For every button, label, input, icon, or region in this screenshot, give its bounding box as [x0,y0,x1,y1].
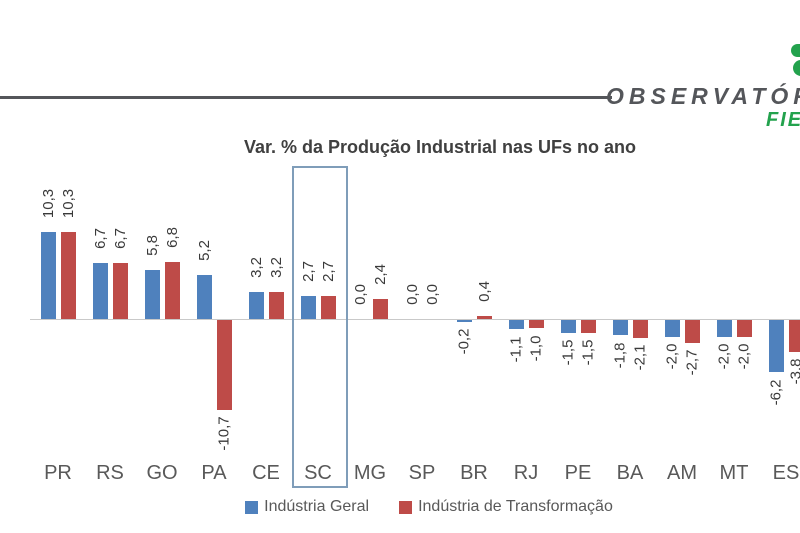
value-label-transformacao-PA: -10,7 [215,416,233,451]
x-axis-zero-line [30,319,800,320]
x-axis-label-SP: SP [408,462,436,484]
value-label-geral-RJ: -1,1 [507,336,525,363]
header-divider-line [0,96,612,99]
value-label-transformacao-AM: -2,7 [683,349,701,376]
x-axis-label-AM: AM [667,462,697,484]
value-label-geral-BR: -0,2 [455,328,473,355]
fiesc-logo-text: FIESC [766,109,800,131]
highlight-box-SC [292,166,348,488]
bar-geral-RJ [508,320,524,330]
x-axis-label-CE: CE [252,462,280,484]
value-label-geral-RS: 6,7 [91,227,109,249]
value-label-transformacao-PR: 10,3 [59,189,77,219]
value-label-geral-PR: 10,3 [39,189,57,219]
bar-geral-PE [560,320,576,333]
bar-geral-GO [144,270,160,319]
bar-transformacao-GO [164,261,180,319]
x-axis-label-SC: SC [304,462,332,484]
bar-geral-MT [716,320,732,337]
value-label-transformacao-BA: -2,1 [631,344,649,371]
legend-label: Indústria de Transformação [418,498,613,515]
bar-geral-ES [768,320,784,373]
x-axis-label-RJ: RJ [513,462,539,484]
value-label-transformacao-PE: -1,5 [579,339,597,366]
value-label-transformacao-ES: -3,8 [787,358,800,385]
legend-item-industria-geral: Indústria Geral [245,498,369,516]
bar-transformacao-RJ [528,320,544,329]
bar-transformacao-PE [580,320,596,333]
bar-geral-BA [612,320,628,336]
value-label-transformacao-MG: 2,4 [371,263,389,285]
chart-legend: Indústria Geral Indústria de Transformaçã… [0,498,800,516]
bar-transformacao-ES [788,320,800,352]
value-label-geral-ES: -6,2 [767,379,785,406]
x-axis-label-BA: BA [616,462,644,484]
x-axis-label-GO: GO [146,462,178,484]
value-label-geral-PE: -1,5 [559,339,577,366]
bar-geral-CE [248,292,264,319]
chart-title: Var. % da Produção Industrial nas UFs no… [243,137,637,157]
bar-transformacao-CE [268,292,284,319]
value-label-transformacao-MT: -2,0 [735,343,753,370]
bar-geral-RS [92,262,108,319]
legend-swatch-icon [399,500,413,514]
value-label-transformacao-CE: 3,2 [267,257,285,279]
value-label-geral-AM: -2,0 [663,343,681,370]
bar-geral-BR [456,320,472,322]
bar-geral-PA [196,275,212,319]
value-label-transformacao-RJ: -1,0 [527,335,545,362]
value-label-geral-MG: 0,0 [351,284,369,305]
value-label-geral-MT: -2,0 [715,343,733,370]
x-axis-label-BR: BR [460,462,488,484]
bar-transformacao-PA [216,320,232,410]
x-axis-label-RS: RS [96,462,124,484]
bar-geral-AM [664,320,680,337]
legend-swatch-icon [245,500,259,514]
value-label-geral-SP: 0,0 [403,284,421,305]
bar-geral-SC [300,296,316,319]
x-axis-label-PE: PE [564,462,592,484]
fiesc-logo-mark-icon [793,60,800,76]
value-label-transformacao-RS: 6,7 [111,227,129,249]
legend-label: Indústria Geral [264,498,370,515]
bar-transformacao-MG [372,298,388,319]
x-axis-label-ES: ES [772,462,800,484]
observatorio-logo-text: OBSERVATÓRIO [606,83,800,109]
x-axis-label-PA: PA [201,462,227,484]
value-label-geral-CE: 3,2 [247,257,265,279]
bar-transformacao-SC [320,296,336,319]
bar-geral-PR [40,232,56,319]
bar-transformacao-PR [60,232,76,319]
value-label-transformacao-GO: 6,8 [163,226,181,248]
bar-transformacao-BR [476,315,492,319]
x-axis-label-MT: MT [719,462,749,484]
value-label-transformacao-BR: 0,4 [475,280,493,302]
bar-transformacao-MT [736,320,752,337]
x-axis-label-MG: MG [353,462,387,484]
value-label-geral-GO: 5,8 [143,235,161,257]
bar-transformacao-RS [112,262,128,319]
value-label-geral-BA: -1,8 [611,342,629,369]
bar-transformacao-BA [632,320,648,338]
value-label-geral-PA: 5,2 [195,240,213,262]
legend-item-industria-transformacao: Indústria de Transformação [399,498,613,516]
value-label-transformacao-SP: 0,0 [423,284,441,305]
bar-transformacao-AM [684,320,700,343]
x-axis-label-PR: PR [44,462,72,484]
fiesc-logo-mark-icon [791,44,800,57]
